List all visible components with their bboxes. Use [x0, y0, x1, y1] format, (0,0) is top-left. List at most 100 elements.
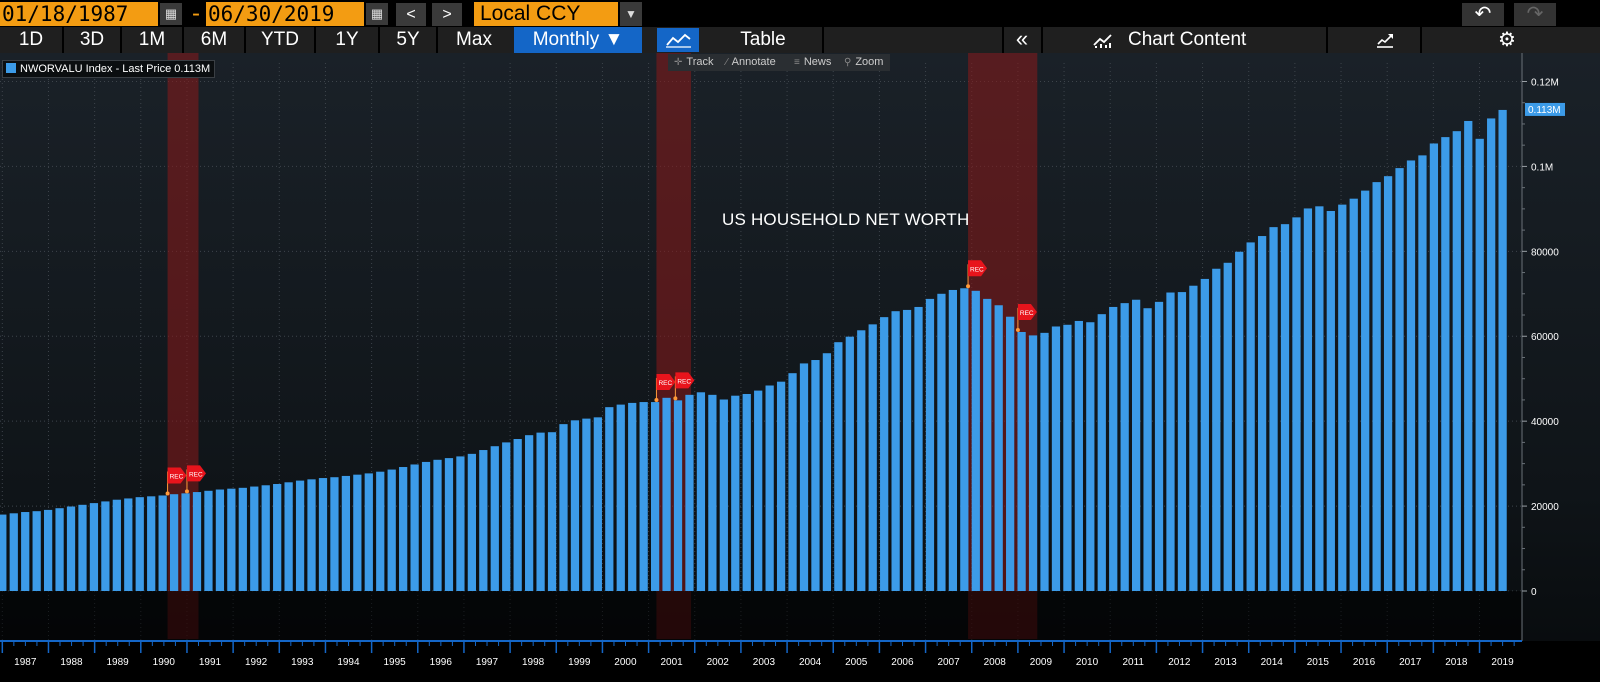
bars	[0, 109, 1507, 592]
rec-marker[interactable]: REC	[184, 465, 206, 494]
news-label: News	[803, 56, 832, 68]
bar	[215, 489, 225, 591]
annotate-tool[interactable]: ∕ Annotate	[726, 54, 776, 71]
last-price-tag	[1525, 102, 1565, 116]
y-tick-label: 40000	[1531, 417, 1559, 428]
zoom-tool[interactable]: ⚲ Zoom	[844, 54, 883, 71]
end-date-field[interactable]: 06/30/2019	[206, 2, 364, 26]
bar	[1303, 208, 1313, 591]
divider	[1326, 27, 1328, 53]
period-1d-button[interactable]: 1D	[18, 29, 44, 50]
bar	[650, 402, 660, 591]
bar	[639, 402, 648, 591]
bar	[1086, 322, 1095, 591]
rec-marker[interactable]: REC	[673, 372, 695, 401]
bar	[822, 353, 832, 591]
rec-marker[interactable]: REC	[165, 467, 187, 496]
start-calendar-icon[interactable]: ▦	[160, 3, 182, 25]
x-tick-label: 2007	[937, 657, 960, 668]
divider	[1002, 27, 1004, 53]
bar-chart[interactable]: 0 20000 40000 60000 80000 0.1M 0.12M 0.113M 1987…	[0, 53, 1600, 682]
bar	[536, 432, 545, 591]
x-tick-label: 2002	[707, 657, 730, 668]
x-tick-label: 2013	[1214, 657, 1237, 668]
x-tick-label: 2010	[1076, 657, 1099, 668]
rec-marker[interactable]: REC	[654, 374, 676, 403]
divider	[822, 27, 824, 53]
bar	[1074, 320, 1083, 591]
bar	[1464, 120, 1473, 591]
bar	[1132, 299, 1141, 591]
divider	[120, 27, 122, 53]
frequency-select[interactable]: Monthly ▼	[514, 27, 642, 53]
rec-marker-flag	[186, 465, 206, 482]
period-ytd-button[interactable]: YTD	[261, 29, 299, 50]
bar	[1441, 137, 1450, 592]
bar	[673, 400, 683, 591]
bar	[880, 317, 889, 591]
news-icon: ≡	[794, 57, 800, 68]
x-tick-label: 1987	[14, 657, 37, 668]
bar	[1051, 326, 1061, 591]
period-5y-button[interactable]: 5Y	[396, 29, 420, 50]
period-6m-button[interactable]: 6M	[200, 29, 228, 50]
bar	[147, 496, 156, 591]
bar	[960, 288, 969, 591]
date-range-toolbar: 01/18/1987 ▦ - 06/30/2019 ▦ < > Local CC…	[0, 0, 1600, 28]
bar	[925, 298, 935, 591]
axis-gutter	[0, 591, 1522, 641]
bar	[685, 394, 694, 591]
bar	[1269, 227, 1278, 592]
next-period-button[interactable]: >	[432, 3, 462, 26]
bar	[158, 495, 167, 591]
rec-marker[interactable]: REC	[966, 260, 988, 289]
bar	[32, 511, 41, 591]
x-tick-label: 2012	[1168, 657, 1191, 668]
table-button[interactable]: Table	[740, 29, 786, 50]
bar	[124, 498, 133, 591]
legend[interactable]: NWORVALU Index - Last Price 0.113M	[2, 60, 216, 78]
end-calendar-icon[interactable]: ▦	[366, 3, 388, 25]
bar	[238, 487, 247, 591]
bar	[399, 467, 408, 591]
period-1m-button[interactable]: 1M	[138, 29, 166, 50]
recession-markers[interactable]: REC REC REC REC REC REC	[165, 260, 1037, 496]
period-max-button[interactable]: Max	[456, 29, 492, 50]
line-chart-icon[interactable]	[657, 28, 699, 52]
edit-chart-icon[interactable]	[1372, 30, 1398, 50]
bar	[1109, 306, 1118, 591]
undo-icon[interactable]: ↶	[1462, 3, 1504, 26]
bar	[1475, 138, 1484, 592]
x-tick-label: 2015	[1307, 657, 1330, 668]
currency-select[interactable]: Local CCY	[474, 2, 618, 26]
news-tool[interactable]: ≡ News	[794, 54, 831, 71]
track-tool[interactable]: ✛ Track	[674, 54, 713, 71]
bar	[582, 418, 591, 591]
bar	[616, 404, 625, 591]
collapse-icon[interactable]: «	[1015, 26, 1029, 51]
bar	[914, 306, 923, 591]
prev-period-button[interactable]: <	[396, 3, 426, 26]
start-date-field[interactable]: 01/18/1987	[0, 2, 158, 26]
bar	[559, 424, 568, 591]
period-3d-button[interactable]: 3D	[79, 29, 105, 50]
chevron-down-icon[interactable]: ▼	[620, 2, 642, 26]
chart-content-button[interactable]: Chart Content	[1092, 27, 1322, 53]
x-tick-label: 2006	[891, 657, 914, 668]
chart-area[interactable]: 0 20000 40000 60000 80000 0.1M 0.12M 0.113M 1987…	[0, 53, 1600, 682]
period-1y-button[interactable]: 1Y	[335, 29, 359, 50]
bar	[456, 456, 465, 591]
bar	[593, 417, 602, 591]
rec-marker-flag	[1017, 304, 1037, 320]
bar	[502, 442, 511, 591]
bar	[891, 311, 900, 591]
y-tick-label: 0.12M	[1531, 77, 1559, 88]
date-range-dash: -	[192, 0, 200, 27]
bar	[433, 459, 442, 591]
gear-icon[interactable]: ⚙	[1498, 29, 1516, 51]
x-tick-label: 2004	[799, 657, 822, 668]
rec-marker[interactable]: REC	[1015, 304, 1037, 332]
bar	[547, 432, 557, 591]
redo-icon[interactable]: ↷	[1514, 3, 1556, 26]
bar	[1017, 332, 1026, 591]
